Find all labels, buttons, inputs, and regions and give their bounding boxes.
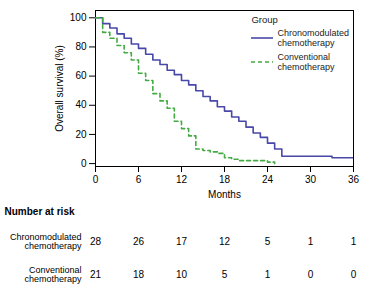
svg-text:18: 18 [219,174,231,185]
svg-text:1: 1 [351,236,357,247]
svg-text:26: 26 [133,236,145,247]
svg-text:5: 5 [222,269,228,280]
svg-text:6: 6 [136,174,142,185]
svg-text:0: 0 [93,174,99,185]
svg-text:17: 17 [176,236,188,247]
svg-text:1: 1 [308,236,314,247]
svg-text:12: 12 [176,174,188,185]
svg-text:0: 0 [308,269,314,280]
svg-text:30: 30 [305,174,317,185]
svg-text:Number at risk: Number at risk [5,206,75,217]
svg-text:5: 5 [265,236,271,247]
html-text:Conventional chemotherapy: Conventional chemotherapy [277,51,335,72]
html-text:Chronomodulated chemotherapy: Chronomodulated chemotherapy [277,28,349,49]
svg-text:Months: Months [208,189,241,200]
svg-text:Chronomodulatedchemotherapy: Chronomodulatedchemotherapy [10,232,82,251]
svg-text:Conventionalchemotherapy: Conventionalchemotherapy [24,265,82,284]
svg-text:0: 0 [81,158,87,169]
svg-text:100: 100 [70,12,87,23]
svg-text:12: 12 [219,236,231,247]
svg-text:1: 1 [265,269,271,280]
svg-text:24: 24 [262,174,274,185]
svg-text:80: 80 [75,41,87,52]
svg-text:40: 40 [75,99,87,110]
svg-text:10: 10 [176,269,188,280]
svg-text:36: 36 [348,174,360,185]
html-text:Group: Group [251,14,278,25]
svg-text:0: 0 [351,269,357,280]
svg-text:60: 60 [75,70,87,81]
svg-text:28: 28 [90,236,102,247]
svg-text:21: 21 [90,269,102,280]
svg-text:20: 20 [75,129,87,140]
svg-text:18: 18 [133,269,145,280]
svg-text:Overall survival (%): Overall survival (%) [54,45,65,132]
